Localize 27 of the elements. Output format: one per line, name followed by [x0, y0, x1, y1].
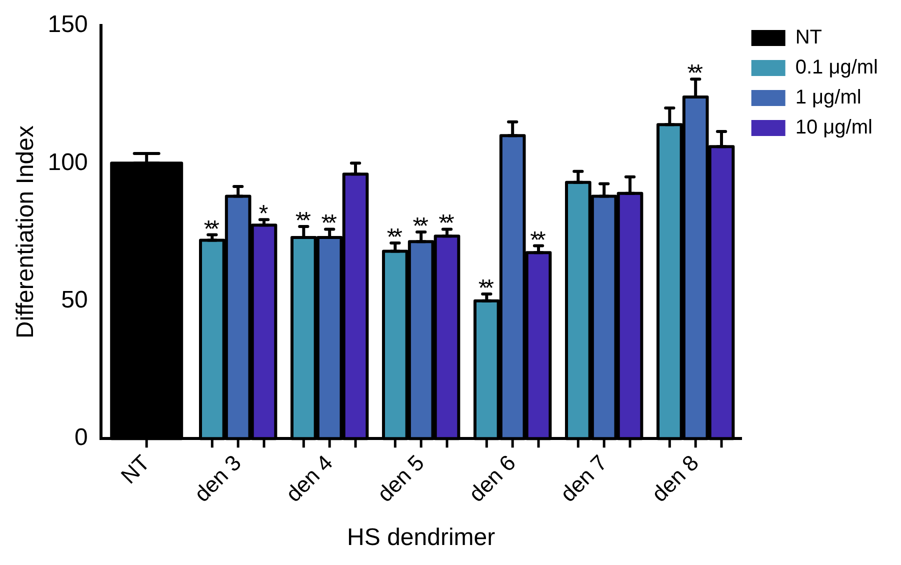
data-label: ** [321, 210, 337, 238]
legend-label: 1 μg/ml [795, 86, 862, 109]
data-label: ** [478, 274, 494, 302]
x-tick-label: den 4 [280, 450, 338, 507]
data-label: ** [687, 60, 703, 88]
legend-label: 0.1 μg/ml [795, 56, 878, 79]
y-tick-label: 100 [48, 148, 88, 176]
data-label: * [258, 200, 268, 228]
x-tick-label: den 8 [646, 450, 704, 507]
x-tick-label: den 3 [189, 450, 246, 507]
y-tick-label: 50 [61, 286, 88, 314]
data-label: ** [204, 216, 220, 243]
data-label: ** [530, 226, 546, 254]
data-label: ** [412, 213, 428, 240]
data-label: ** [295, 207, 311, 234]
x-tick-label: NT [116, 450, 154, 488]
legend-label: 10 μg/ml [795, 116, 872, 139]
x-tick-label: den 7 [555, 450, 612, 507]
data-label: ** [386, 224, 402, 252]
x-tick-label: den 5 [372, 450, 429, 507]
y-tick-label: 150 [48, 11, 88, 38]
y-tick-label: 0 [74, 424, 88, 452]
x-tick-label: den 6 [464, 450, 520, 507]
data-label: ** [438, 210, 454, 238]
x-axis-title: HS dendrimer [347, 524, 496, 552]
legend-label: NT [795, 26, 822, 49]
y-axis-title: Differentiation Index [12, 125, 40, 339]
